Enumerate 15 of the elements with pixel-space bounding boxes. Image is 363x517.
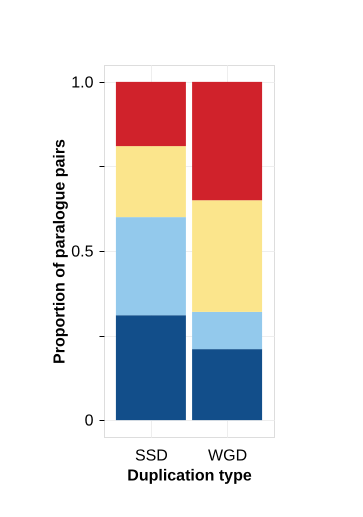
x-tick-label: WGD (208, 448, 248, 464)
bar (116, 217, 186, 316)
y-tick-label: 0 (84, 412, 94, 430)
y-tick-label: 1.0 (71, 74, 94, 92)
bar (192, 200, 262, 312)
x-tick-label: SSD (134, 448, 168, 464)
bar (116, 146, 186, 218)
y-tick-label: 0.5 (71, 244, 94, 260)
bar (192, 82, 262, 200)
bar (192, 312, 262, 350)
bar (192, 349, 262, 420)
x-axis-title: Duplication type (127, 468, 252, 484)
bar (116, 315, 186, 420)
bar (116, 82, 186, 146)
y-axis-title: Proportion of paralogue pairs (51, 138, 68, 364)
